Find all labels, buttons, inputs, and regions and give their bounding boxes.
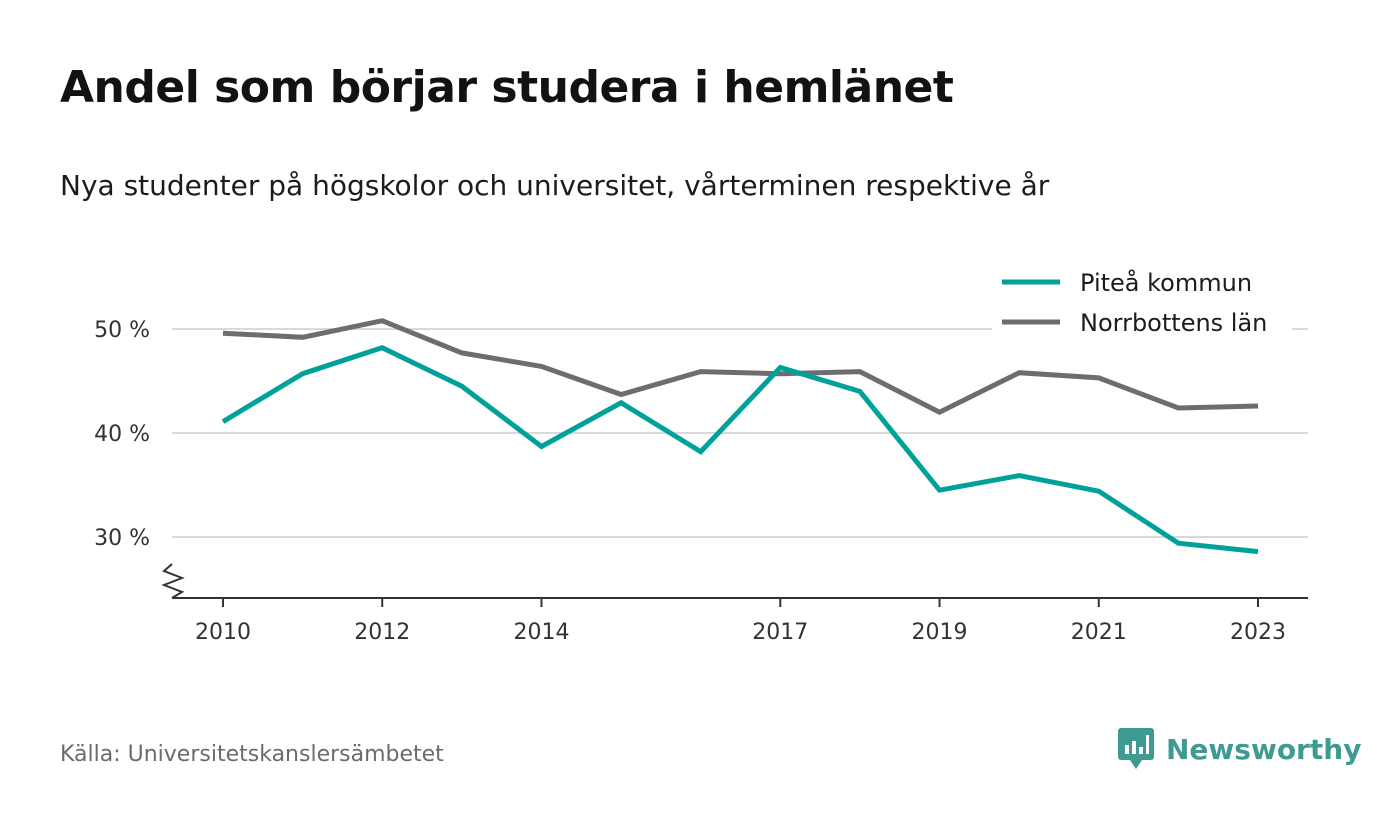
- legend-background: [992, 262, 1292, 342]
- brand: Newsworthy: [1118, 728, 1361, 770]
- legend-label: Norrbottens län: [1080, 309, 1267, 337]
- x-tick-label: 2023: [1230, 620, 1286, 645]
- newsworthy-logo-icon: [1118, 728, 1154, 769]
- x-tick-label: 2012: [354, 620, 410, 645]
- brand-name: Newsworthy: [1166, 732, 1362, 766]
- series-line-norrbottens-län: [222, 318, 1259, 415]
- x-tick-label: 2014: [513, 620, 569, 645]
- y-tick-label: 50 %: [94, 318, 150, 343]
- x-tick-label: 2019: [912, 620, 968, 645]
- y-tick-label: 30 %: [94, 526, 150, 551]
- line-chart: 30 % 40 % 50 % 2010 2012 2014 2017 2019 2021 202…: [94, 262, 1308, 645]
- x-tick-label: 2021: [1071, 620, 1127, 645]
- y-tick-label: 40 %: [94, 422, 150, 447]
- x-tick-label: 2017: [752, 620, 808, 645]
- chart-subtitle: Nya studenter på högskolor och universit…: [60, 169, 1050, 202]
- legend-label: Piteå kommun: [1080, 268, 1252, 297]
- chart-title: Andel som börjar studera i hemlänet: [60, 62, 954, 113]
- axis-break-icon: [161, 563, 185, 599]
- x-tick-label: 2010: [195, 620, 251, 645]
- series-line-piteå-kommun: [221, 345, 1259, 555]
- source-note: Källa: Universitetskanslersämbetet: [60, 742, 444, 767]
